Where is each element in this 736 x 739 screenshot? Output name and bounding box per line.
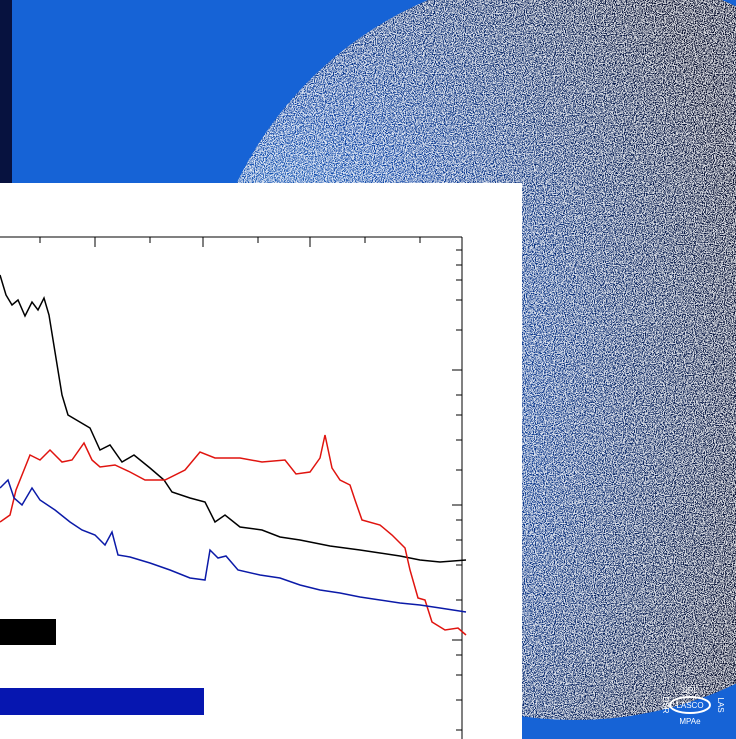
plot-panel [0, 183, 522, 739]
black-bar [0, 619, 56, 645]
panel-bg [0, 183, 522, 739]
black-line [0, 274, 467, 563]
blue-line [0, 478, 467, 613]
logo-center: LASCO [676, 701, 703, 710]
logo-bottom: MPAe [679, 717, 701, 726]
logo-right: LAS [716, 697, 725, 712]
logo-ring [669, 696, 711, 714]
right-ticks [452, 249, 462, 731]
logo-top: NRL [682, 686, 699, 695]
red-line [0, 434, 467, 636]
top-ticks [39, 237, 421, 247]
logo: LASCO NRL MPAe DSR LAS [661, 686, 725, 726]
dark-corner [0, 0, 12, 200]
blue-bar [0, 688, 204, 715]
logo-left: DSR [661, 697, 670, 714]
